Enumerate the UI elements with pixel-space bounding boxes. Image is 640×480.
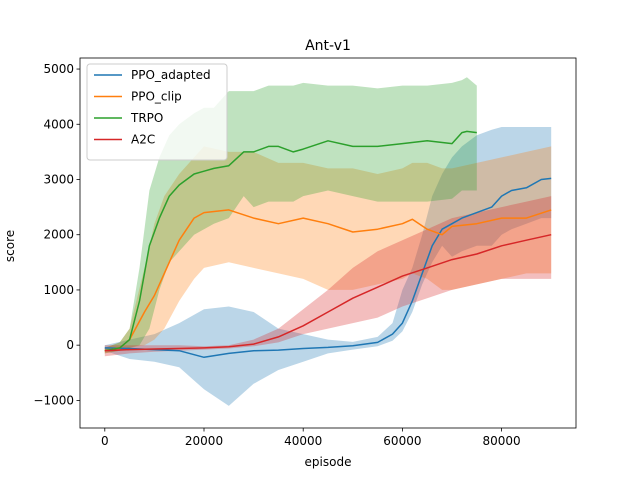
- band-a2c: [104, 196, 552, 357]
- y-tick-label: 5000: [43, 62, 74, 76]
- plot-frame: [79, 57, 577, 429]
- legend-box: [86, 63, 228, 161]
- x-tick-label: 80000: [483, 434, 521, 448]
- y-tick-label: 2000: [43, 228, 74, 242]
- line-ppo-clip: [104, 209, 552, 352]
- y-tick-label: −1000: [33, 393, 74, 407]
- legend-label-trpo: TRPO: [130, 111, 163, 125]
- x-tick-label: 0: [101, 434, 109, 448]
- band-ppo-adapted: [104, 127, 552, 406]
- x-tick-label: 60000: [383, 434, 421, 448]
- legend-label-ppo-adapted: PPO_adapted: [131, 68, 211, 82]
- y-tick-label: 3000: [43, 172, 74, 186]
- y-tick-label: 1000: [43, 283, 74, 297]
- series-lines: [104, 130, 552, 359]
- axes: 0 20000 40000 60000 80000 −1000 0 1000 2000 3000 4…: [33, 57, 577, 448]
- x-tick-label: 20000: [185, 434, 223, 448]
- chart-title: Ant-v1: [305, 38, 351, 54]
- y-tick-label: 4000: [43, 117, 74, 131]
- x-tick-label: 40000: [284, 434, 322, 448]
- line-ppo-adapted: [104, 177, 552, 359]
- y-axis-label: score: [3, 230, 17, 262]
- legend-label-ppo-clip: PPO_clip: [131, 90, 182, 104]
- y-tick-label: 0: [66, 338, 74, 352]
- band-ppo-clip: [104, 146, 552, 354]
- x-axis-label: episode: [305, 455, 352, 469]
- line-a2c: [104, 233, 552, 352]
- legend: PPO_adapted PPO_clip TRPO A2C: [86, 63, 228, 161]
- legend-label-a2c: A2C: [131, 133, 155, 147]
- line-trpo: [104, 130, 477, 352]
